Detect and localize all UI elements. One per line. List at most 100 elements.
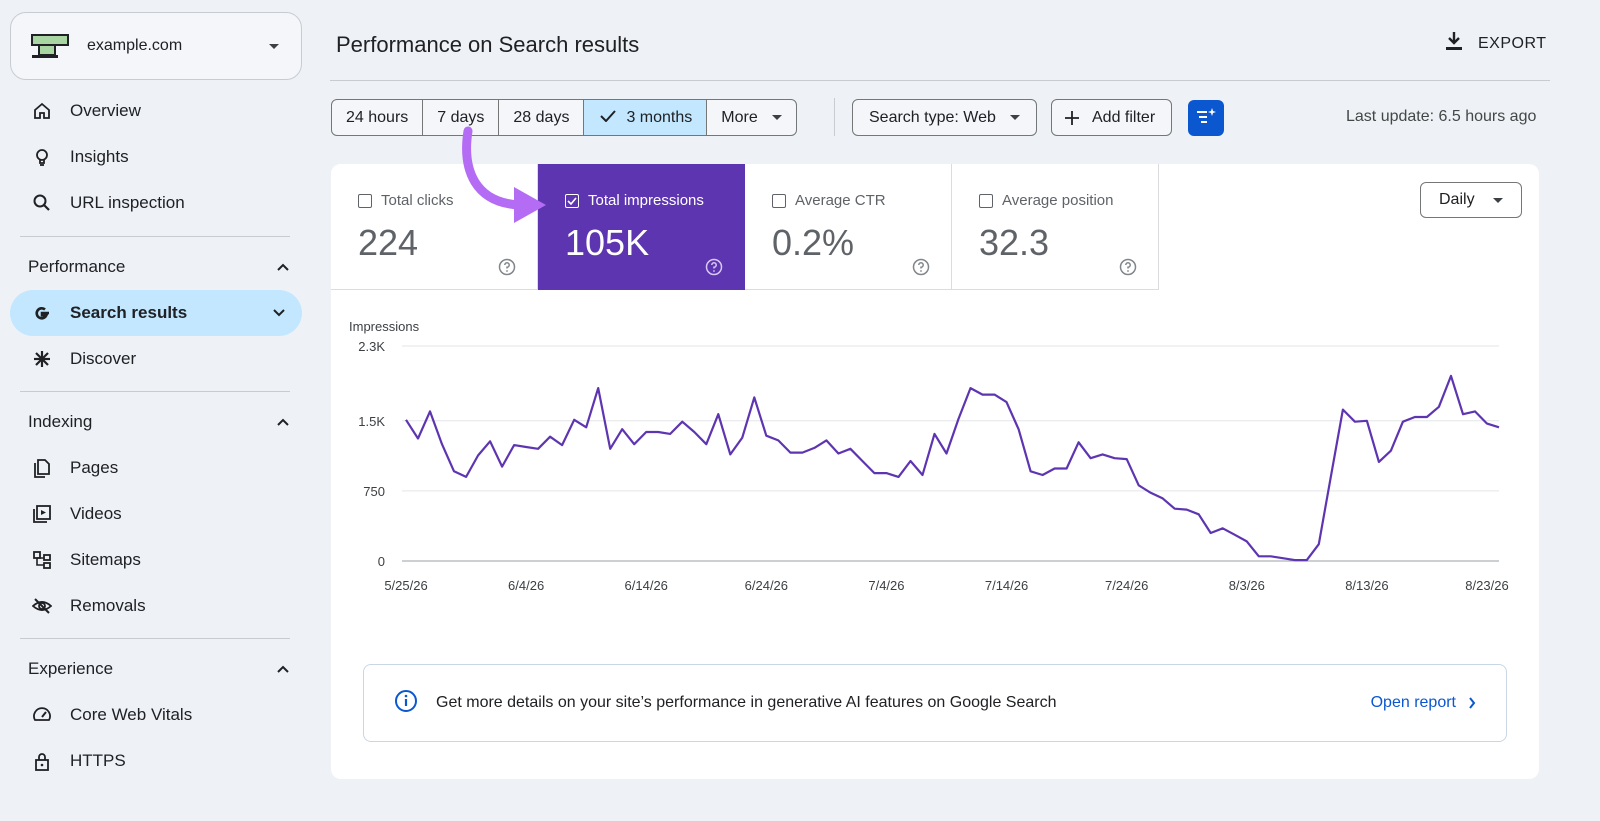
divider — [20, 236, 290, 237]
section-heading: Performance — [28, 257, 126, 276]
metric-label-row: Average CTR — [772, 192, 886, 209]
divider — [20, 391, 290, 392]
range-more-dropdown[interactable]: More — [707, 100, 795, 135]
nav-item-core-web-vitals[interactable]: Core Web Vitals — [0, 692, 310, 738]
nav-top: Overview Insights URL inspection — [0, 88, 310, 226]
eye-off-icon — [30, 594, 54, 618]
nav-performance: Performance Search results Discover — [0, 244, 310, 382]
chevron-down-icon — [269, 43, 279, 49]
nav-item-discover[interactable]: Discover — [0, 336, 310, 382]
caret-down-icon — [1492, 197, 1503, 203]
metric-value: 32.3 — [979, 222, 1050, 263]
section-experience-toggle[interactable]: Experience — [0, 646, 310, 692]
range-label: 28 days — [513, 108, 570, 126]
nav-item-label: Pages — [70, 458, 119, 477]
chart-svg: Impressions 0 750 1.5K 2.3K 5/25/26 6/4/26 6/14… — [349, 319, 1509, 593]
metric-label-row: Total impressions — [565, 192, 704, 209]
open-report-link[interactable]: Open report — [1371, 694, 1476, 712]
x-tick-label: 6/14/26 — [625, 578, 668, 593]
export-label: EXPORT — [1478, 34, 1547, 52]
section-heading: Experience — [28, 659, 114, 678]
add-filter-label: Add filter — [1092, 108, 1156, 126]
granularity-dropdown[interactable]: Daily — [1420, 182, 1522, 218]
toolbar-separator — [834, 98, 835, 136]
range-3-months[interactable]: 3 months — [584, 100, 708, 135]
y-tick-label: 2.3K — [358, 339, 385, 354]
y-tick-label: 0 — [378, 554, 385, 569]
metric-average-position[interactable]: Average position 32.3 — [952, 164, 1159, 290]
section-indexing-toggle[interactable]: Indexing — [0, 399, 310, 445]
date-range-group: 24 hours 7 days 28 days 3 months More — [331, 99, 797, 136]
search-type-dropdown[interactable]: Search type: Web — [852, 99, 1037, 136]
metric-value: 105K — [565, 222, 650, 263]
page-title: Performance on Search results — [336, 32, 640, 57]
range-24-hours[interactable]: 24 hours — [332, 100, 424, 135]
add-filter-button[interactable]: Add filter — [1051, 99, 1173, 136]
nav-item-label: Search results — [70, 303, 188, 322]
search-type-label: Search type: Web — [869, 108, 996, 126]
nav-indexing: Indexing Pages Videos Sitemaps Removals — [0, 399, 310, 629]
divider — [20, 638, 290, 639]
nav-item-url-inspection[interactable]: URL inspection — [0, 180, 310, 226]
help-icon[interactable] — [912, 258, 930, 281]
nav-item-https[interactable]: HTTPS — [0, 738, 310, 784]
filter-sparkle-icon — [1195, 106, 1217, 131]
help-icon[interactable] — [705, 258, 723, 281]
ai-filter-button[interactable] — [1188, 100, 1224, 136]
section-heading: Indexing — [28, 412, 93, 431]
nav-item-overview[interactable]: Overview — [0, 88, 310, 134]
range-label: 3 months — [626, 108, 693, 126]
nav-item-search-results[interactable]: Search results — [10, 290, 302, 336]
info-icon — [394, 689, 418, 718]
nav-item-label: URL inspection — [70, 193, 185, 212]
nav-item-sitemaps[interactable]: Sitemaps — [0, 537, 310, 583]
metric-total-impressions[interactable]: Total impressions 105K — [538, 164, 745, 290]
range-28-days[interactable]: 28 days — [499, 100, 585, 135]
checkbox-icon[interactable] — [358, 193, 372, 208]
x-tick-label: 8/13/26 — [1345, 578, 1388, 593]
metric-label: Average CTR — [795, 192, 886, 209]
y-tick-label: 750 — [363, 484, 385, 499]
nav-item-videos[interactable]: Videos — [0, 491, 310, 537]
help-icon[interactable] — [1119, 258, 1137, 281]
chevron-down-icon[interactable] — [272, 303, 286, 323]
metric-label: Total impressions — [588, 192, 704, 209]
metric-value: 224 — [358, 222, 419, 263]
impressions-chart: Impressions 0 750 1.5K 2.3K 5/25/26 6/4/26 6/14… — [331, 314, 1539, 604]
metric-average-ctr[interactable]: Average CTR 0.2% — [745, 164, 952, 290]
checkmark-icon — [600, 109, 617, 127]
nav-item-label: Removals — [70, 596, 146, 615]
checkbox-icon[interactable] — [772, 193, 786, 208]
impressions-series-line — [405, 374, 1500, 562]
chevron-up-icon — [276, 257, 290, 277]
nav-item-label: Insights — [70, 147, 129, 166]
lock-icon — [30, 749, 54, 773]
help-icon[interactable] — [498, 258, 516, 281]
nav-item-pages[interactable]: Pages — [0, 445, 310, 491]
export-button[interactable]: EXPORT — [1444, 30, 1547, 57]
property-selector[interactable]: example.com — [10, 12, 302, 80]
banner-text: Get more details on your site’s performa… — [436, 694, 1057, 711]
nav-item-label: Overview — [70, 101, 141, 120]
nav-item-insights[interactable]: Insights — [0, 134, 310, 180]
checkbox-checked-icon[interactable] — [565, 193, 579, 208]
x-tick-label: 7/4/26 — [868, 578, 904, 593]
nav-item-removals[interactable]: Removals — [0, 583, 310, 629]
range-label: 24 hours — [346, 108, 409, 126]
chevron-up-icon — [276, 412, 290, 432]
metric-total-clicks[interactable]: Total clicks 224 — [331, 164, 538, 290]
metric-label: Total clicks — [381, 192, 454, 209]
sidebar: example.com Overview Insights URL inspec… — [0, 0, 310, 821]
metric-label-row: Total clicks — [358, 192, 454, 209]
x-tick-label: 8/23/26 — [1465, 578, 1508, 593]
x-tick-label: 7/14/26 — [985, 578, 1028, 593]
granularity-label: Daily — [1439, 191, 1475, 208]
section-performance-toggle[interactable]: Performance — [0, 244, 310, 290]
chevron-up-icon — [276, 659, 290, 679]
search-console-logo-icon — [31, 33, 71, 59]
range-label: 7 days — [437, 108, 485, 126]
chevron-right-icon — [1469, 697, 1476, 709]
x-tick-label: 6/4/26 — [508, 578, 544, 593]
checkbox-icon[interactable] — [979, 193, 993, 208]
range-7-days[interactable]: 7 days — [423, 100, 500, 135]
